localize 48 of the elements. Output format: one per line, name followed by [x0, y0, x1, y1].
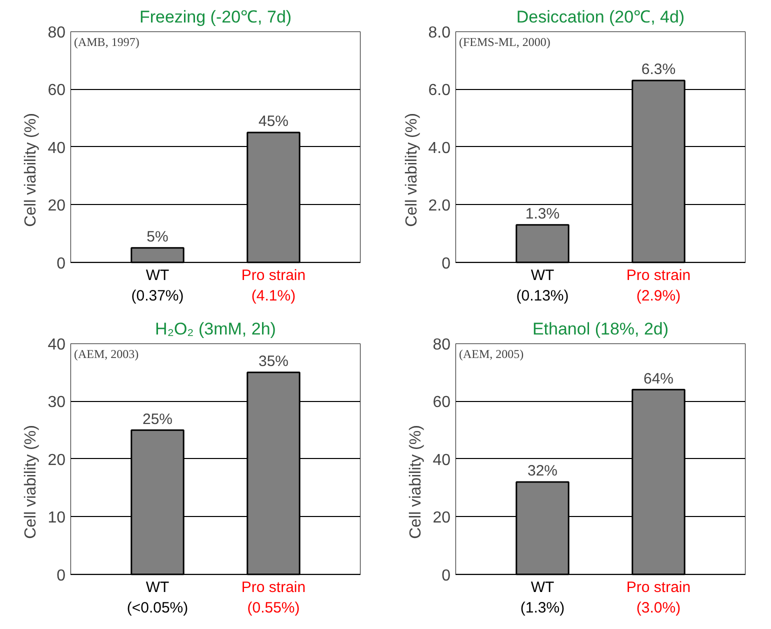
y-tick-label: 4.0: [428, 140, 451, 157]
data-label: 1.3%: [525, 206, 560, 223]
data-label: 35%: [258, 353, 289, 370]
data-label: 45%: [258, 113, 289, 130]
x-tick-label: WT (0.37%): [131, 266, 184, 304]
data-label: 64%: [643, 370, 674, 388]
x-tick-label: WT (<0.05%): [126, 578, 188, 616]
data-label: 5%: [146, 228, 168, 246]
y-tick-label: 0: [442, 567, 451, 584]
y-tick-label: 20: [48, 198, 66, 215]
y-tick-label: 60: [432, 394, 451, 412]
annotation: (AEM, 2005): [458, 346, 524, 361]
x-tick-label: Pro strain (4.1%): [241, 266, 306, 304]
y-tick-label: 80: [48, 24, 66, 42]
y-tick-label: 20: [432, 510, 451, 527]
x-tick-label: Pro strain (2.9%): [626, 266, 691, 304]
annotation: (AMB, 1997): [74, 34, 140, 49]
y-tick-label: 20: [48, 452, 66, 469]
y-tick-label: 2.0: [428, 198, 451, 215]
y-axis-title: Cell viability (%): [22, 113, 40, 227]
y-tick-label: 10: [48, 510, 66, 527]
y-tick-label: 30: [48, 394, 66, 412]
x-tick-label: Pro strain (3.0%): [626, 578, 691, 616]
y-tick-label: 40: [432, 452, 451, 469]
data-label: 25%: [142, 410, 173, 428]
y-tick-label: 8.0: [428, 24, 451, 42]
x-tick-label: WT (1.3%): [520, 578, 565, 616]
x-tick-label: Pro strain (0.55%): [241, 578, 306, 616]
y-tick-label: 40: [48, 140, 66, 157]
y-axis-title: Cell viability (%): [403, 113, 420, 227]
annotation: (AEM, 2003): [74, 346, 139, 361]
chart-title: Freezing (-20℃, 7d): [139, 8, 292, 26]
y-tick-label: 60: [48, 82, 66, 100]
y-axis-title: Cell viability (%): [408, 425, 425, 539]
data-label: 6.3%: [641, 61, 676, 78]
x-tick-label: WT (0.13%): [516, 266, 569, 304]
y-tick-label: 6.0: [428, 82, 451, 100]
chart-title: Ethanol (18%, 2d): [532, 320, 669, 338]
y-tick-label: 0: [56, 255, 66, 272]
y-tick-label: 40: [48, 336, 66, 354]
data-label: 32%: [527, 462, 558, 480]
y-tick-label: 0: [56, 567, 66, 584]
annotation: (FEMS-ML, 2000): [458, 34, 550, 49]
y-tick-label: 80: [432, 336, 451, 354]
chart-title: H₂O₂ (3mM, 2h): [155, 320, 276, 338]
y-axis-title: Cell viability (%): [22, 425, 40, 539]
chart-title: Desiccation (20℃, 4d): [516, 8, 685, 26]
y-tick-label: 0: [442, 255, 451, 272]
